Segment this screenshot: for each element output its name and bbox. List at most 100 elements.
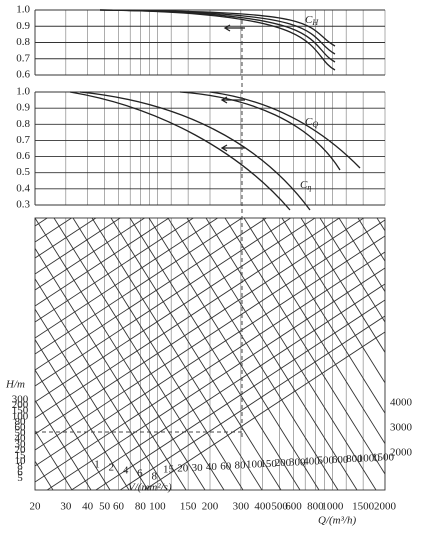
viscosity-label: 80: [235, 460, 247, 472]
y-tick-label: 0.6: [16, 69, 30, 81]
head-line: [35, 218, 292, 387]
flow-label: 30: [60, 501, 72, 513]
viscosity-line: [262, 218, 385, 415]
head-label: 300: [12, 394, 29, 406]
viscosity-line: [186, 218, 358, 490]
curve-subscript: H: [311, 18, 319, 27]
viscosity-label: 2: [109, 462, 115, 474]
y-tick-label: 0.9: [16, 20, 30, 32]
viscosity-line: [91, 218, 263, 490]
viscosity-label: 6: [137, 468, 143, 480]
viscosity-label: 20: [177, 463, 189, 475]
viscosity-line: [35, 308, 149, 490]
head-label-right: 2000: [390, 447, 413, 459]
head-label: 20: [15, 444, 27, 456]
head-line: [35, 218, 170, 307]
y-tick-label: 0.7: [16, 52, 30, 64]
head-label: 30: [15, 438, 27, 450]
flow-label: 800: [307, 501, 324, 513]
flow-label: 2000: [374, 501, 397, 513]
viscosity-label: 200: [275, 457, 292, 469]
y-tick-label: 0.4: [16, 182, 30, 194]
viscosity-label: 400: [303, 456, 320, 468]
head-label: 200: [12, 399, 29, 411]
y-tick-label: 1.0: [16, 86, 30, 98]
curve-subscript: η: [307, 183, 311, 192]
viscosity-line: [281, 218, 385, 384]
head-line: [35, 218, 268, 371]
flow-label: 500: [271, 501, 288, 513]
flow-label: 60: [113, 501, 125, 513]
head-line: [35, 218, 97, 259]
viscosity-label: 4: [123, 465, 129, 477]
viscosity-line: [35, 277, 168, 490]
head-label: 6: [17, 466, 23, 478]
viscosity-label: 8: [151, 471, 157, 483]
viscosity-line: [148, 218, 320, 490]
head-line: [35, 218, 341, 419]
head-line: [35, 219, 385, 451]
viscosity-label: 500: [318, 455, 335, 467]
head-label: 150: [12, 405, 29, 417]
head-label-right: 3000: [390, 422, 413, 434]
head-label: 15: [15, 450, 27, 462]
viscosity-line: [35, 338, 130, 490]
head-line: [119, 315, 385, 490]
viscosity-label: 300: [289, 456, 306, 468]
viscosity-line: [53, 218, 225, 490]
flow-curve: [209, 91, 361, 169]
curve-label: CQ: [305, 116, 318, 129]
viscosity-line: [167, 218, 339, 490]
viscosity-line: [35, 218, 206, 490]
efficiency-curve: [79, 91, 311, 211]
curve-label: Cη: [300, 179, 311, 192]
y-tick-label: 0.7: [16, 134, 30, 146]
flow-label: 40: [82, 501, 94, 513]
correction-curve: [99, 9, 336, 71]
head-line: [35, 235, 385, 467]
head-line: [35, 218, 365, 435]
viscosity-label: 40: [206, 461, 218, 473]
head-line: [35, 218, 195, 323]
curve-symbol: C: [305, 14, 313, 26]
curve-subscript: Q: [312, 120, 318, 129]
viscosity-line: [300, 218, 385, 354]
head-label: 8: [17, 461, 23, 473]
flow-label: 300: [233, 501, 250, 513]
flow-curve: [179, 91, 341, 171]
head-label: 40: [15, 433, 27, 445]
viscosity-line: [35, 369, 111, 490]
flow-label: 20: [30, 501, 42, 513]
head-correction-panel: 1.0 0.9 0.8 0.7 0.6 CH: [16, 4, 386, 81]
viscosity-line: [35, 399, 92, 490]
flow-label: 400: [254, 501, 271, 513]
arrow: [220, 144, 245, 152]
viscosity-title: V/(mm²/s): [128, 482, 172, 494]
y-tick-label: 0.3: [16, 199, 30, 211]
head-line: [143, 331, 385, 490]
viscosity-label: 1000: [358, 452, 381, 464]
head-label: 50: [15, 427, 27, 439]
viscosity-line: [205, 218, 377, 490]
flow-label: 80: [135, 501, 147, 513]
head-line: [46, 267, 385, 490]
viscosity-line: [129, 218, 301, 490]
viscosity-label: 15: [163, 464, 175, 476]
curve-label: CH: [305, 14, 319, 27]
head-label: 5: [17, 472, 23, 484]
y-tick-label: 0.8: [16, 36, 30, 48]
flow-label: 1000: [321, 501, 344, 513]
curve-symbol: C: [300, 179, 308, 191]
viscosity-label: 60: [220, 460, 232, 472]
head-line: [35, 218, 243, 355]
arrow: [220, 96, 245, 104]
head-label: 10: [15, 455, 27, 467]
viscosity-line: [35, 247, 187, 490]
flow-label: 50: [99, 501, 111, 513]
head-line: [95, 299, 385, 490]
head-line: [35, 251, 385, 483]
viscosity-label: 600: [332, 454, 349, 466]
flow-label: 200: [202, 501, 219, 513]
viscosity-label: 100: [246, 459, 263, 471]
